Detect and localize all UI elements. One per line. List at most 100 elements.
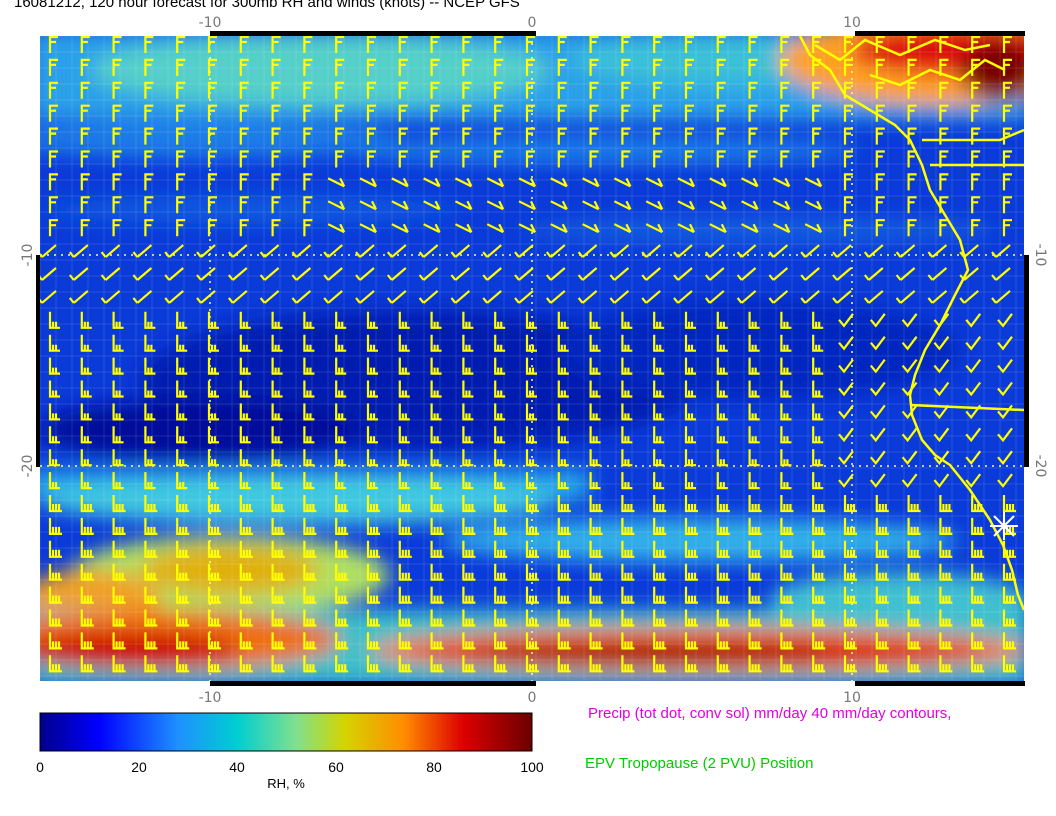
wind-barb	[207, 403, 219, 421]
wind-barb	[716, 563, 730, 581]
wind-barb	[271, 219, 281, 237]
wind-barb	[875, 540, 889, 558]
wind-barb	[780, 563, 794, 581]
wind-barb	[303, 127, 313, 145]
wind-barb	[804, 177, 823, 188]
wind-barb	[525, 586, 539, 604]
wind-barb	[68, 244, 89, 258]
wind-barb	[271, 517, 285, 535]
wind-barb	[482, 290, 502, 304]
wind-barb	[48, 127, 58, 145]
wind-barb	[335, 380, 347, 398]
wind-barb	[366, 426, 378, 444]
wind-barb	[716, 58, 726, 76]
wind-barb	[812, 81, 822, 99]
wind-barb	[704, 244, 725, 258]
wind-barb	[525, 81, 535, 99]
wind-barb	[80, 426, 92, 444]
wind-barb	[1002, 196, 1012, 214]
wind-barb	[239, 632, 253, 650]
wind-barb	[557, 311, 569, 329]
wind-barb	[748, 632, 762, 650]
wind-barb	[843, 517, 857, 535]
wind-barb	[239, 196, 249, 214]
wind-barb	[748, 449, 760, 467]
wind-barb	[780, 540, 794, 558]
wind-barb	[991, 267, 1011, 281]
wind-barb	[550, 177, 568, 188]
wind-barb	[812, 540, 826, 558]
wind-barb	[144, 58, 154, 76]
wind-barb	[259, 267, 280, 281]
wind-barb	[48, 540, 62, 558]
wind-barb	[875, 586, 889, 604]
wind-barb	[772, 223, 791, 234]
wind-barb	[450, 290, 471, 304]
wind-barb	[80, 58, 90, 76]
location-star-marker	[990, 512, 1018, 540]
wind-barb	[812, 655, 826, 673]
wind-barb	[462, 449, 474, 467]
wind-barb	[748, 104, 758, 122]
wind-barb	[335, 311, 347, 329]
wind-barb	[132, 290, 153, 304]
wind-barb	[112, 104, 122, 122]
wind-barb	[525, 632, 539, 650]
wind-barb	[386, 290, 407, 304]
wind-barb	[557, 426, 569, 444]
wind-barb	[239, 449, 251, 467]
wind-barb	[863, 244, 884, 258]
wind-barb	[207, 609, 221, 627]
wind-barb	[303, 495, 317, 513]
wind-barb	[271, 563, 285, 581]
wind-barb	[430, 403, 442, 421]
wind-barb	[1002, 632, 1016, 650]
wind-barb	[939, 173, 949, 191]
wind-barb	[684, 655, 698, 673]
wind-barb	[366, 357, 378, 375]
wind-barb	[227, 267, 248, 281]
wind-barb	[48, 426, 60, 444]
lat-tick-left-1: -20	[20, 455, 36, 478]
wind-barb	[366, 36, 376, 53]
wind-barb	[768, 267, 789, 281]
wind-barb	[621, 127, 631, 145]
wind-barb	[1002, 219, 1012, 237]
wind-barb	[653, 357, 665, 375]
wind-barb	[901, 313, 918, 328]
wind-barb	[271, 632, 285, 650]
wind-barb	[398, 58, 408, 76]
wind-barb	[48, 380, 60, 398]
wind-barb	[589, 563, 603, 581]
wind-barb	[589, 36, 599, 53]
wind-barb	[494, 609, 508, 627]
colorbar-tick-40: 40	[229, 759, 245, 775]
wind-barb	[812, 36, 822, 53]
wind-barb	[875, 81, 885, 99]
wind-barb	[514, 290, 534, 304]
wind-barb	[965, 313, 982, 328]
wind-barb	[80, 357, 92, 375]
wind-barb	[398, 472, 410, 490]
wind-barb	[939, 540, 953, 558]
wind-barb	[176, 81, 186, 99]
wind-barb	[462, 150, 472, 168]
wind-barb	[494, 449, 506, 467]
wind-barb	[971, 540, 985, 558]
wind-barb	[653, 586, 667, 604]
wind-barb	[196, 290, 216, 304]
wind-barb	[271, 36, 281, 53]
wind-barb	[239, 334, 251, 352]
wind-barb	[486, 200, 505, 211]
wind-barb	[589, 449, 601, 467]
wind-barb	[843, 127, 853, 145]
wind-barb	[462, 104, 472, 122]
wind-barb	[335, 58, 345, 76]
wind-barb	[366, 632, 380, 650]
wind-barb	[812, 426, 824, 444]
wind-barb	[525, 449, 537, 467]
wind-barb	[997, 336, 1013, 351]
wind-barb	[112, 403, 124, 421]
wind-barb	[933, 427, 950, 443]
wind-barb	[176, 311, 188, 329]
